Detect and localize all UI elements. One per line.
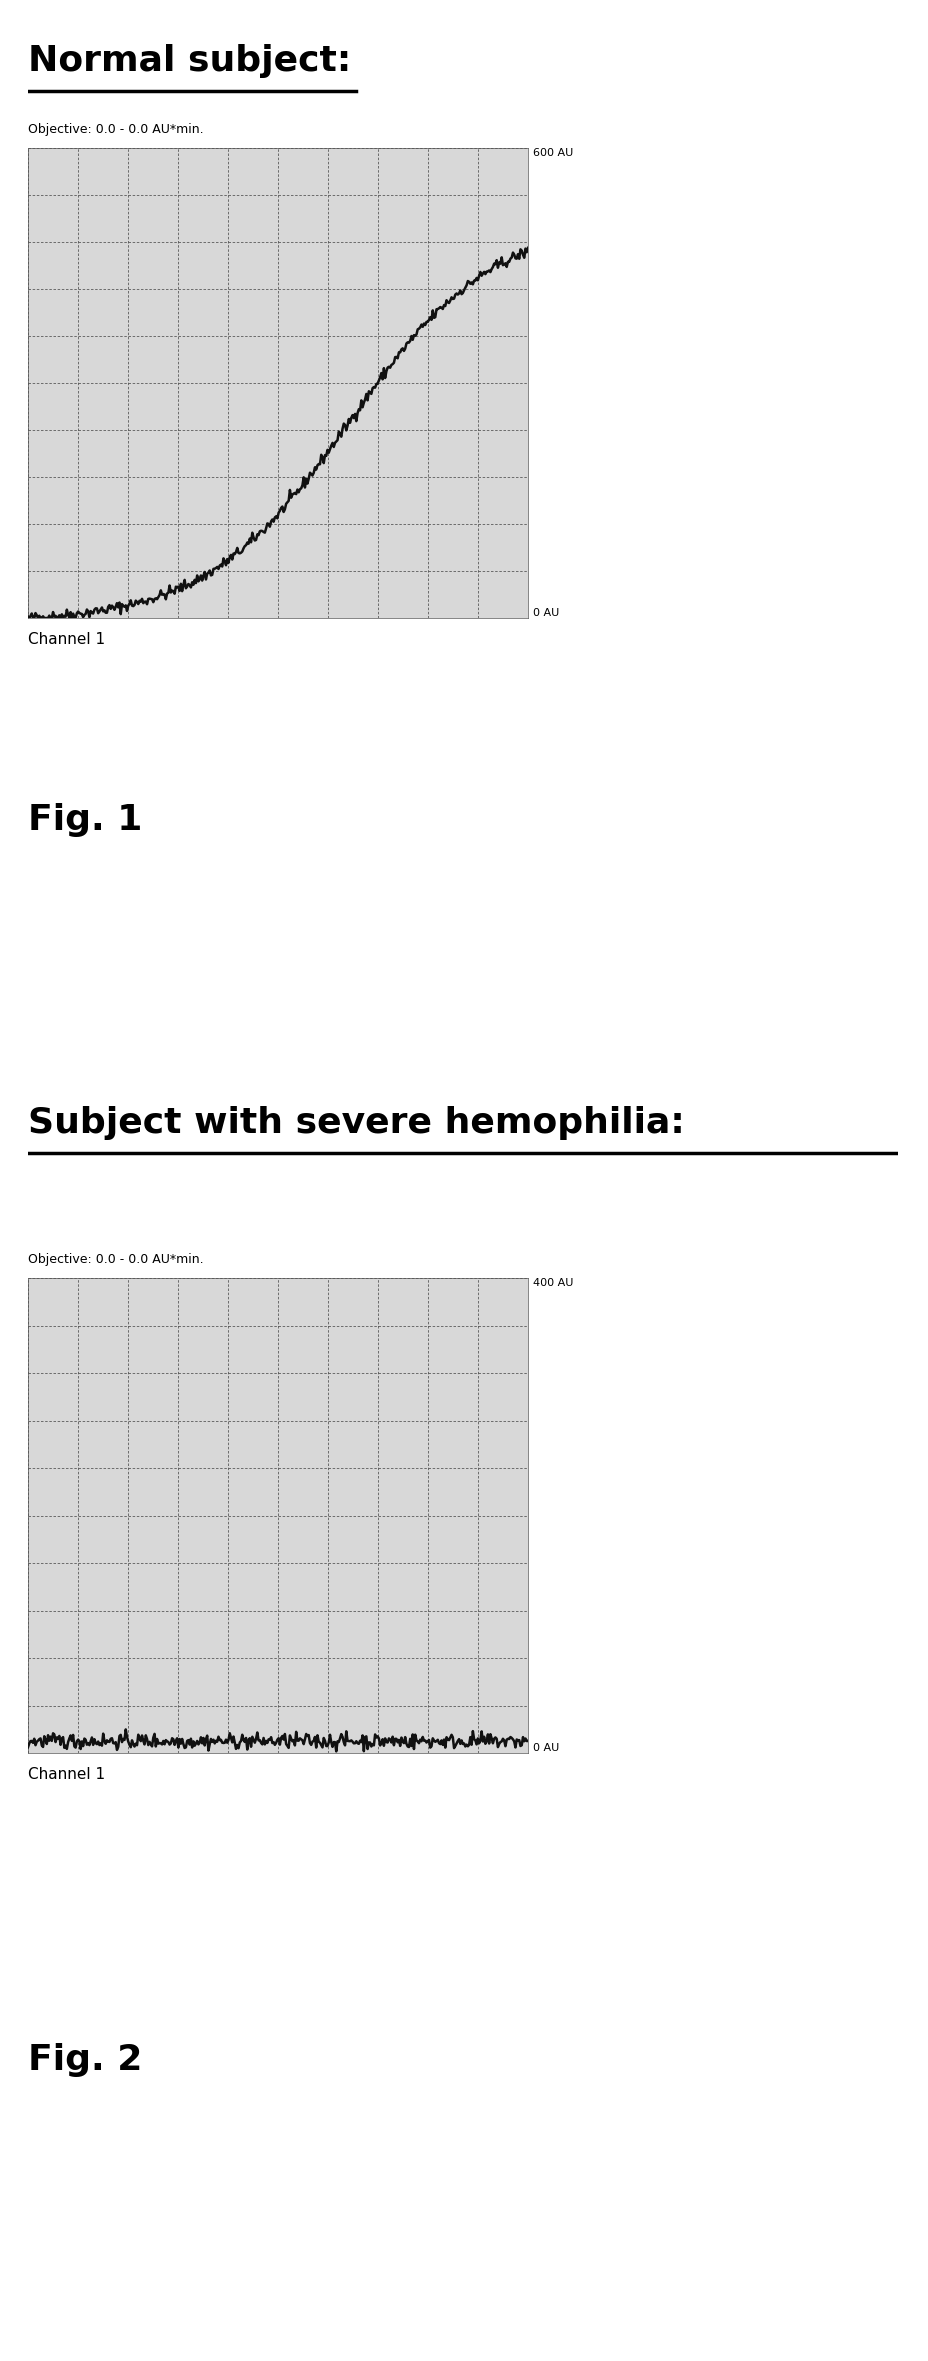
Text: Fig. 2: Fig. 2 xyxy=(28,2042,142,2078)
Text: 0 AU: 0 AU xyxy=(533,609,559,619)
Text: 0 AU: 0 AU xyxy=(533,1742,559,1752)
Text: Normal subject:: Normal subject: xyxy=(28,45,351,78)
Text: Channel 1: Channel 1 xyxy=(28,633,105,647)
Text: Objective: 0.0 - 0.0 AU*min.: Objective: 0.0 - 0.0 AU*min. xyxy=(28,1254,203,1265)
Text: Subject with severe hemophilia:: Subject with severe hemophilia: xyxy=(28,1107,684,1140)
Text: 600 AU: 600 AU xyxy=(533,149,573,158)
Text: Channel 1: Channel 1 xyxy=(28,1768,105,1783)
Text: Objective: 0.0 - 0.0 AU*min.: Objective: 0.0 - 0.0 AU*min. xyxy=(28,123,203,137)
Text: 400 AU: 400 AU xyxy=(533,1277,573,1289)
Text: Fig. 1: Fig. 1 xyxy=(28,803,142,838)
